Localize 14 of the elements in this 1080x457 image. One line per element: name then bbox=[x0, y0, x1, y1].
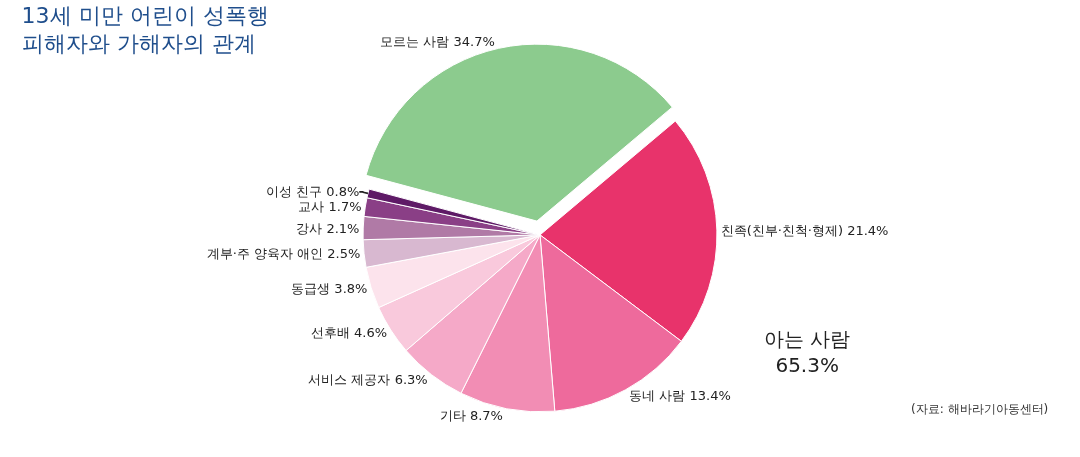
slice-label: 이성 친구 0.8% bbox=[265, 184, 360, 200]
slice-label: 기타 8.7% bbox=[439, 408, 503, 424]
slice-label: 강사 2.1% bbox=[296, 220, 360, 236]
text: 아는 사람 65.3% bbox=[764, 327, 851, 377]
slice-label: 서비스 제공자 6.3% bbox=[308, 371, 428, 387]
slice-label: 계부·주 양육자 애인 2.5% bbox=[206, 246, 361, 262]
slice-label: 선후배 4.6% bbox=[310, 324, 388, 340]
slice-label: 친족(친부·친척·형제) 21.4% bbox=[720, 222, 889, 238]
slice-label: 모르는 사람 34.7% bbox=[380, 33, 495, 49]
text: (자료: 해바라기아동센터) bbox=[911, 402, 1049, 416]
slice-label: 교사 1.7% bbox=[298, 199, 362, 215]
chart-title: 13세 미만 어린이 성폭행 피해자와 가해자의 관계 bbox=[21, 2, 269, 57]
slice-label: 동네 사람 13.4% bbox=[629, 388, 731, 404]
slice-label: 동급생 3.8% bbox=[291, 280, 368, 296]
